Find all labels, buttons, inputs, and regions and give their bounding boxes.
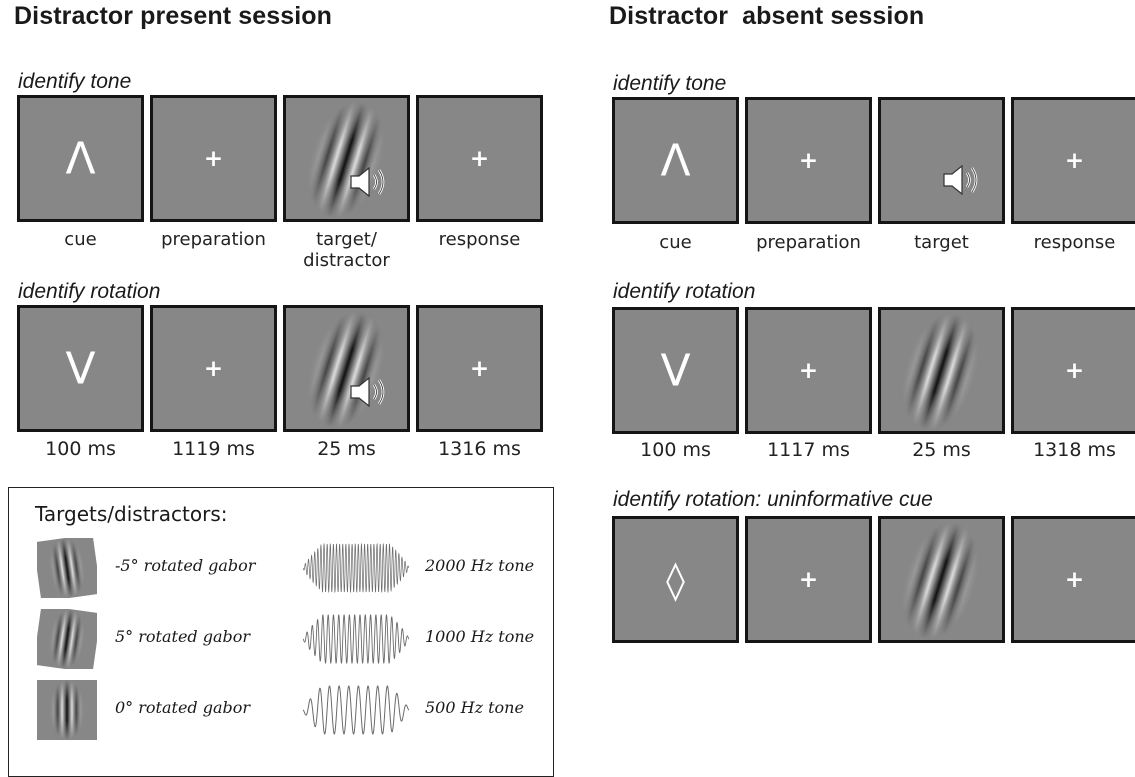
gabor-thumbnail-neg5 — [37, 538, 97, 598]
fixation-cross: + — [1064, 566, 1085, 593]
legend-row: -5° rotated gabor 2000 Hz tone — [9, 538, 555, 598]
right-rotation-condition-title: identify rotation — [613, 280, 756, 303]
left-tone-condition-title: identify tone — [18, 70, 132, 93]
duration-cue: 100 ms — [640, 439, 711, 461]
fixation-cross: + — [203, 145, 224, 172]
legend-gabor-label: -5° rotated gabor — [115, 556, 256, 575]
fixation-cross: + — [798, 147, 819, 174]
stimulus-legend: Targets/distractors: -5° rotated gabor 2… — [8, 487, 554, 777]
response-panel: + — [416, 305, 543, 432]
fixation-cross: + — [1064, 357, 1085, 384]
cue-symbol: V — [65, 343, 96, 394]
fixation-cross: + — [469, 355, 490, 382]
legend-title: Targets/distractors: — [35, 502, 228, 526]
left-tone-labels: cue preparation target/ distractor respo… — [17, 229, 543, 271]
duration-target: 25 ms — [317, 438, 376, 460]
label-cue: cue — [659, 232, 692, 253]
label-response: response — [438, 229, 521, 250]
right-uninformative-trial-row: ◊ + + — [612, 516, 1135, 643]
cue-panel: V — [612, 307, 739, 434]
right-duration-labels: 100 ms 1117 ms 25 ms 1318 ms — [612, 440, 1135, 461]
tone-waveform-2000hz — [303, 542, 409, 594]
gabor-patch — [881, 519, 1002, 640]
response-panel: + — [1011, 307, 1135, 434]
duration-response: 1318 ms — [1033, 439, 1116, 461]
left-tone-trial-row: Λ + + — [17, 95, 543, 222]
left-duration-labels: 100 ms 1119 ms 25 ms 1316 ms — [17, 439, 543, 460]
preparation-panel: + — [745, 307, 872, 434]
target-panel — [878, 307, 1005, 434]
right-rotation-trial-row: V + + — [612, 307, 1135, 434]
right-session-title: Distractor absent session — [609, 2, 925, 30]
speaker-icon — [349, 376, 385, 408]
cue-symbol: Λ — [65, 133, 96, 184]
label-preparation: preparation — [161, 229, 266, 250]
legend-gabor-label: 0° rotated gabor — [115, 698, 251, 717]
label-response: response — [1033, 232, 1116, 253]
gabor-patch — [286, 98, 407, 219]
cue-symbol: ◊ — [666, 557, 685, 602]
right-tone-condition-title: identify tone — [613, 72, 727, 95]
speaker-icon — [942, 164, 978, 196]
preparation-panel: + — [150, 95, 277, 222]
target-panel — [878, 516, 1005, 643]
duration-cue: 100 ms — [45, 438, 116, 460]
response-panel: + — [1011, 97, 1135, 224]
response-panel: + — [416, 95, 543, 222]
gabor-thumbnail-pos5 — [37, 609, 97, 669]
tone-waveform-1000hz — [303, 614, 409, 664]
label-cue: cue — [64, 229, 97, 250]
label-target-distractor: target/ distractor — [303, 229, 390, 271]
preparation-panel: + — [745, 97, 872, 224]
legend-row: 5° rotated gabor 1000 Hz tone — [9, 609, 555, 669]
preparation-panel: + — [150, 305, 277, 432]
gabor-patch — [286, 308, 407, 429]
cue-symbol: Λ — [660, 135, 691, 186]
target-distractor-panel — [283, 305, 410, 432]
cue-panel: Λ — [17, 95, 144, 222]
response-panel: + — [1011, 516, 1135, 643]
fixation-cross: + — [203, 355, 224, 382]
duration-preparation: 1117 ms — [767, 439, 850, 461]
fixation-cross: + — [798, 357, 819, 384]
gabor-thumbnail-0 — [37, 680, 97, 740]
cue-panel: Λ — [612, 97, 739, 224]
label-target: target — [914, 232, 969, 253]
legend-gabor-label: 5° rotated gabor — [115, 627, 251, 646]
fixation-cross: + — [798, 566, 819, 593]
fixation-cross: + — [1064, 147, 1085, 174]
legend-tone-label: 2000 Hz tone — [425, 556, 535, 575]
legend-tone-label: 500 Hz tone — [425, 698, 524, 717]
duration-response: 1316 ms — [438, 438, 521, 460]
cue-symbol: V — [660, 345, 691, 396]
gabor-patch — [881, 310, 1002, 431]
tone-waveform-500hz — [303, 685, 409, 735]
cue-panel: ◊ — [612, 516, 739, 643]
left-rotation-condition-title: identify rotation — [18, 280, 161, 303]
right-tone-trial-row: Λ + + — [612, 97, 1135, 224]
label-preparation: preparation — [756, 232, 861, 253]
target-distractor-panel — [283, 95, 410, 222]
speaker-icon — [349, 166, 385, 198]
cue-panel: V — [17, 305, 144, 432]
duration-target: 25 ms — [912, 439, 971, 461]
duration-preparation: 1119 ms — [172, 438, 255, 460]
right-uninformative-condition-title: identify rotation: uninformative cue — [613, 488, 933, 511]
fixation-cross: + — [469, 145, 490, 172]
target-panel — [878, 97, 1005, 224]
preparation-panel: + — [745, 516, 872, 643]
left-session-title: Distractor present session — [14, 2, 332, 30]
right-tone-labels: cue preparation target response — [612, 232, 1135, 253]
left-rotation-trial-row: V + + — [17, 305, 543, 432]
legend-row: 0° rotated gabor 500 Hz tone — [9, 680, 555, 740]
legend-tone-label: 1000 Hz tone — [425, 627, 535, 646]
